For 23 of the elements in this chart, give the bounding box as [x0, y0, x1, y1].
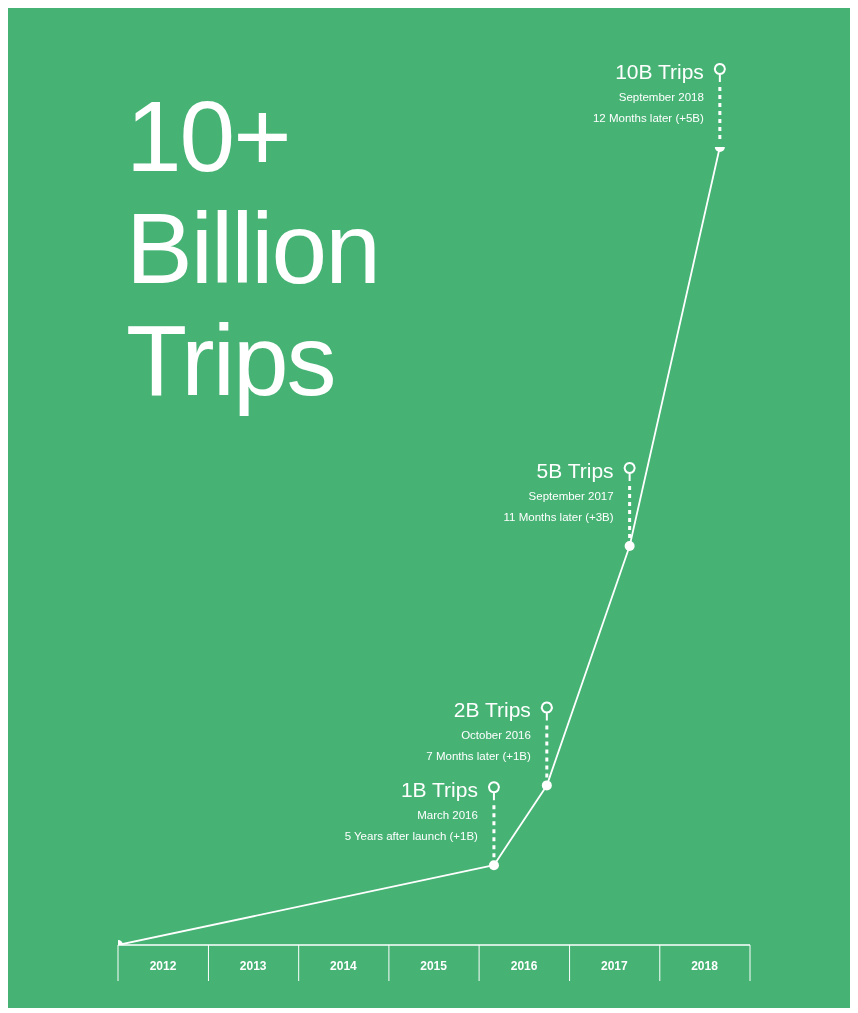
point — [488, 860, 499, 871]
data-label: 2B Trips — [453, 698, 531, 722]
text: September 2018 — [618, 91, 704, 103]
x-tick-label: 2012 — [149, 959, 177, 973]
x-tick-label: 2016 — [510, 959, 538, 973]
annotation: September 2017 — [528, 490, 614, 502]
text: 12 Months later (+5B) — [592, 112, 705, 124]
data-label: 5B Trips — [536, 459, 614, 482]
x-tick-label: 2017 — [600, 959, 628, 973]
annotation: 5 Years after launch (+1B) — [344, 830, 479, 843]
annotation: 11 Months later (+3B) — [503, 511, 614, 523]
annotation: 7 Months later (+1B) — [426, 750, 531, 763]
text: 10+ Billion Trips — [126, 80, 379, 416]
x-tick-label: 2013 — [239, 959, 267, 973]
data-label: 1B Trips — [400, 778, 478, 802]
annotation: October 2016 — [461, 729, 531, 742]
annotation: March 2016 — [417, 809, 478, 822]
x-tick-label: 2014 — [330, 959, 358, 973]
x-tick-label: 2015 — [420, 959, 448, 973]
point — [624, 541, 635, 551]
data-label: 10B Trips — [615, 60, 704, 83]
x-tick-label: 2018 — [691, 959, 719, 973]
point — [541, 780, 552, 791]
